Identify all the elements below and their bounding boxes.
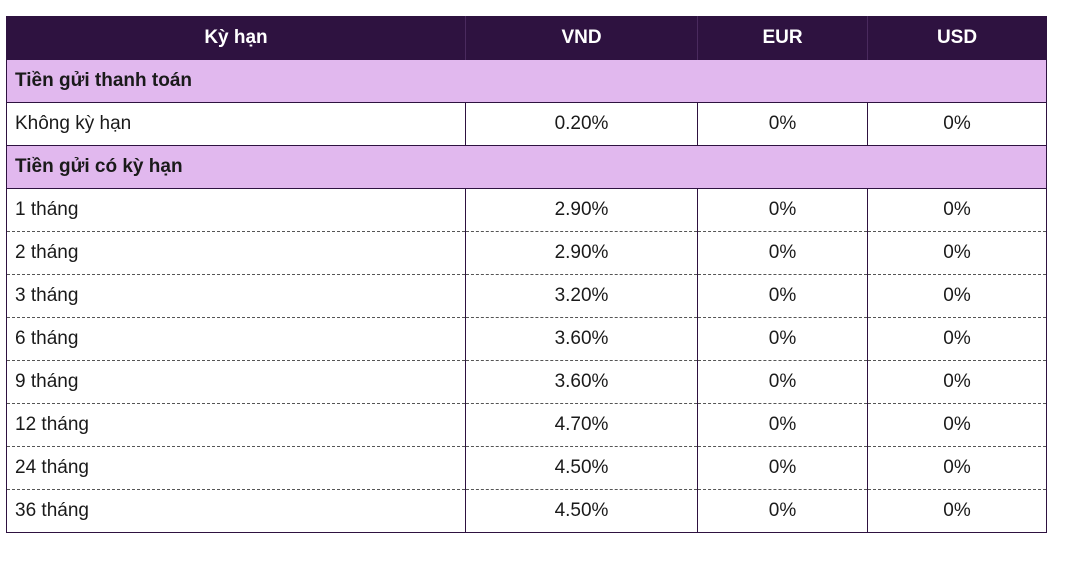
eur-rate-cell: 0% <box>697 188 868 232</box>
vnd-rate-cell: 4.50% <box>465 489 698 533</box>
term-cell: 2 tháng <box>6 231 466 275</box>
header-usd: USD <box>867 16 1047 60</box>
term-cell: 9 tháng <box>6 360 466 404</box>
eur-rate-cell: 0% <box>697 446 868 490</box>
usd-rate-cell: 0% <box>867 403 1047 447</box>
table-row: Không kỳ hạn 0.20% 0% 0% <box>6 102 1047 146</box>
vnd-rate-cell: 2.90% <box>465 231 698 275</box>
usd-rate-cell: 0% <box>867 231 1047 275</box>
usd-rate-cell: 0% <box>867 317 1047 361</box>
vnd-rate-cell: 3.60% <box>465 360 698 404</box>
term-cell: 3 tháng <box>6 274 466 318</box>
section-row-term-deposit: Tiền gửi có kỳ hạn <box>6 145 1047 189</box>
term-cell: 6 tháng <box>6 317 466 361</box>
table-body: Tiền gửi thanh toán Không kỳ hạn 0.20% 0… <box>6 59 1047 533</box>
section-title: Tiền gửi có kỳ hạn <box>6 145 1047 189</box>
term-cell: Không kỳ hạn <box>6 102 466 146</box>
term-cell: 24 tháng <box>6 446 466 490</box>
table-header: Kỳ hạn VND EUR USD <box>6 16 1047 60</box>
table-row: 1 tháng 2.90% 0% 0% <box>6 188 1047 232</box>
eur-rate-cell: 0% <box>697 231 868 275</box>
vnd-rate-cell: 0.20% <box>465 102 698 146</box>
section-title: Tiền gửi thanh toán <box>6 59 1047 103</box>
header-term: Kỳ hạn <box>6 16 466 60</box>
table-row: 2 tháng 2.90% 0% 0% <box>6 231 1047 275</box>
header-eur: EUR <box>697 16 868 60</box>
eur-rate-cell: 0% <box>697 360 868 404</box>
table-row: 12 tháng 4.70% 0% 0% <box>6 403 1047 447</box>
usd-rate-cell: 0% <box>867 274 1047 318</box>
eur-rate-cell: 0% <box>697 489 868 533</box>
usd-rate-cell: 0% <box>867 360 1047 404</box>
usd-rate-cell: 0% <box>867 446 1047 490</box>
eur-rate-cell: 0% <box>697 102 868 146</box>
term-cell: 1 tháng <box>6 188 466 232</box>
vnd-rate-cell: 4.50% <box>465 446 698 490</box>
vnd-rate-cell: 3.60% <box>465 317 698 361</box>
term-cell: 12 tháng <box>6 403 466 447</box>
eur-rate-cell: 0% <box>697 317 868 361</box>
header-row: Kỳ hạn VND EUR USD <box>6 16 1047 60</box>
interest-rate-table: Kỳ hạn VND EUR USD Tiền gửi thanh toán K… <box>6 16 1047 533</box>
term-cell: 36 tháng <box>6 489 466 533</box>
section-row-payment-deposit: Tiền gửi thanh toán <box>6 59 1047 103</box>
vnd-rate-cell: 2.90% <box>465 188 698 232</box>
table-row: 9 tháng 3.60% 0% 0% <box>6 360 1047 404</box>
eur-rate-cell: 0% <box>697 274 868 318</box>
header-vnd: VND <box>465 16 698 60</box>
table-row: 3 tháng 3.20% 0% 0% <box>6 274 1047 318</box>
usd-rate-cell: 0% <box>867 188 1047 232</box>
table-row: 36 tháng 4.50% 0% 0% <box>6 489 1047 533</box>
usd-rate-cell: 0% <box>867 102 1047 146</box>
usd-rate-cell: 0% <box>867 489 1047 533</box>
vnd-rate-cell: 3.20% <box>465 274 698 318</box>
table-row: 6 tháng 3.60% 0% 0% <box>6 317 1047 361</box>
vnd-rate-cell: 4.70% <box>465 403 698 447</box>
table-row: 24 tháng 4.50% 0% 0% <box>6 446 1047 490</box>
eur-rate-cell: 0% <box>697 403 868 447</box>
